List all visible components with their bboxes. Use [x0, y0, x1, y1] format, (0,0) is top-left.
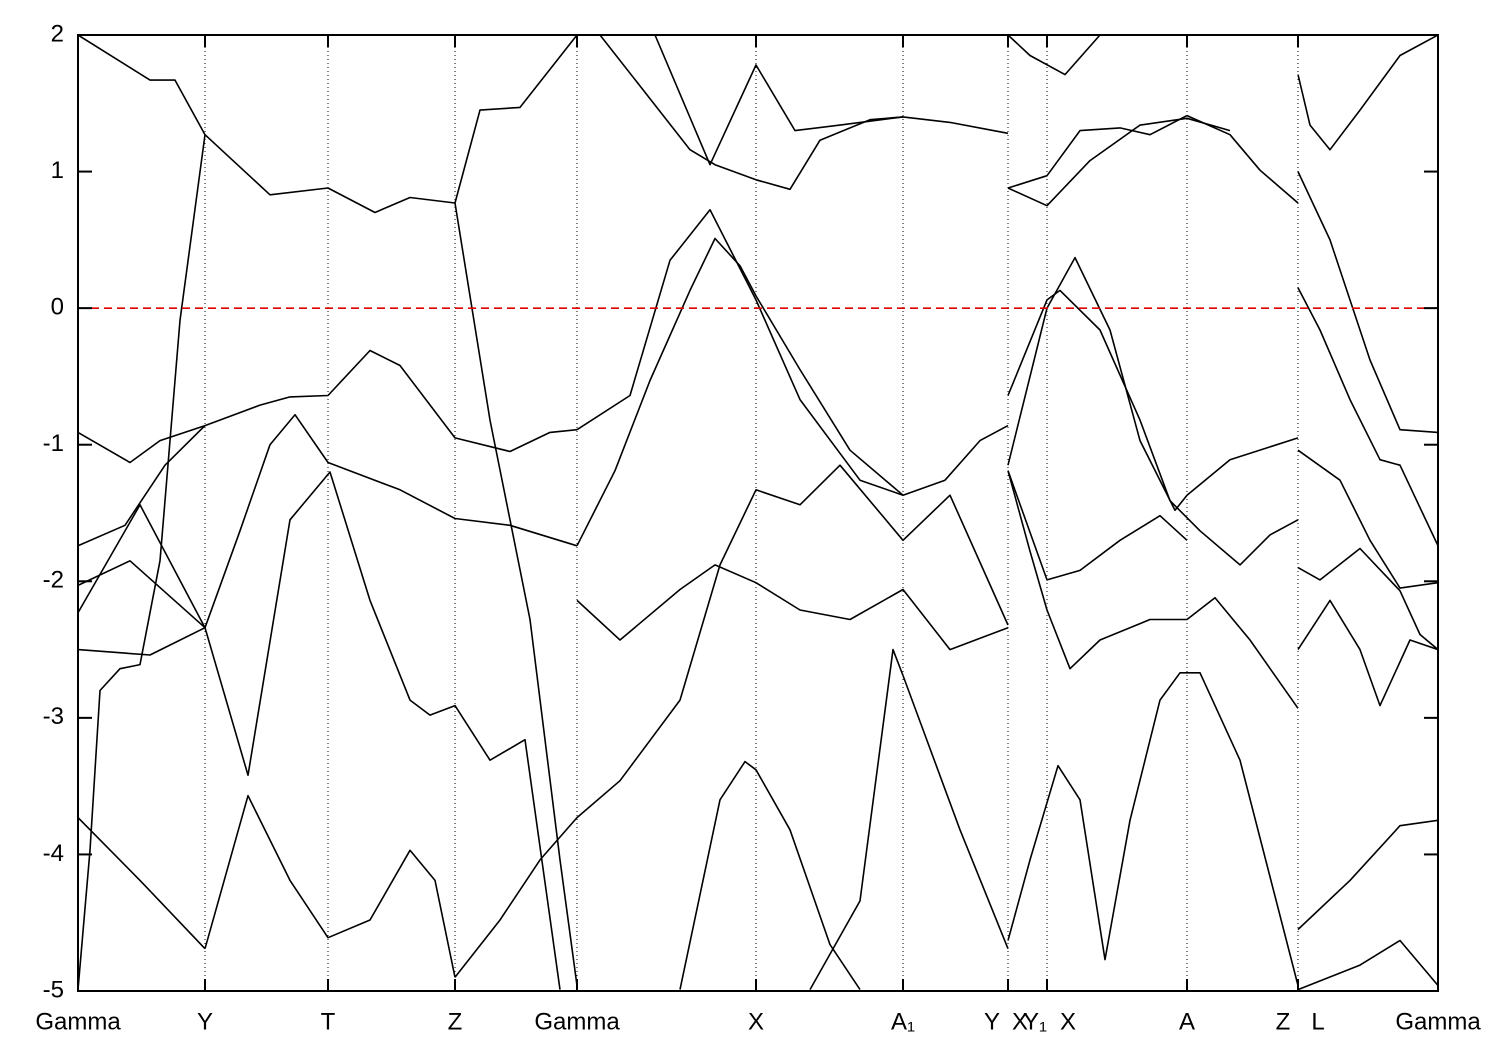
band: [78, 626, 206, 656]
band: [1297, 171, 1438, 434]
x-tick-label: Y₁: [1023, 1008, 1047, 1035]
x-tick-label: Gamma: [35, 1008, 121, 1035]
band: [78, 504, 206, 629]
band: [78, 425, 206, 547]
band: [204, 471, 561, 990]
band: [78, 35, 578, 214]
band: [576, 564, 1009, 651]
band: [1297, 599, 1438, 707]
y-tick-label: -3: [43, 703, 64, 730]
plot-frame: [77, 34, 1439, 992]
band: [1297, 819, 1438, 931]
band: [1007, 114, 1299, 204]
band: [1007, 256, 1299, 512]
x-tick-label: T: [321, 1008, 336, 1035]
x-tick-label: X: [748, 1008, 764, 1035]
y-tick-label: -2: [43, 567, 64, 594]
band: [1007, 117, 1231, 207]
band: [576, 209, 1009, 496]
band: [78, 817, 206, 950]
x-tick-label: Gamma: [1395, 1008, 1481, 1035]
band: [576, 237, 904, 547]
x-tick-label: X: [1012, 1008, 1028, 1035]
y-tick-label: 0: [51, 293, 64, 320]
band: [1297, 939, 1438, 991]
band: [1007, 35, 1101, 76]
band: [454, 202, 578, 986]
band: [204, 413, 578, 628]
band: [1297, 35, 1438, 151]
x-tick-label: Y: [197, 1008, 213, 1035]
plot-area: [78, 35, 1438, 991]
x-tick-label: A: [1179, 1008, 1195, 1035]
x-tick-label: L: [1311, 1008, 1324, 1035]
y-tick-label: -1: [43, 430, 64, 457]
band: [809, 648, 1009, 990]
band: [1007, 289, 1299, 566]
band: [78, 134, 206, 990]
x-tick-label: Y: [984, 1008, 1000, 1035]
band: [454, 464, 1009, 978]
band: [1297, 449, 1438, 589]
band: [78, 349, 578, 464]
band: [1007, 672, 1299, 986]
x-tick-label: Z: [1276, 1008, 1291, 1035]
band: [599, 35, 1009, 191]
y-tick-label: -4: [43, 840, 64, 867]
x-tick-label: A₁: [891, 1008, 915, 1035]
band: [679, 760, 861, 991]
band: [1297, 547, 1438, 651]
band: [654, 35, 904, 166]
band: [1297, 287, 1438, 547]
band: [78, 560, 206, 629]
band: [1007, 470, 1188, 581]
x-tick-label: Z: [448, 1008, 463, 1035]
x-tick-label: X: [1060, 1008, 1076, 1035]
y-tick-label: -5: [43, 976, 64, 1003]
band: [1007, 470, 1299, 709]
band: [204, 794, 456, 978]
y-tick-label: 1: [51, 157, 64, 184]
x-tick-label: Gamma: [534, 1008, 620, 1035]
y-tick-label: 2: [51, 20, 64, 47]
